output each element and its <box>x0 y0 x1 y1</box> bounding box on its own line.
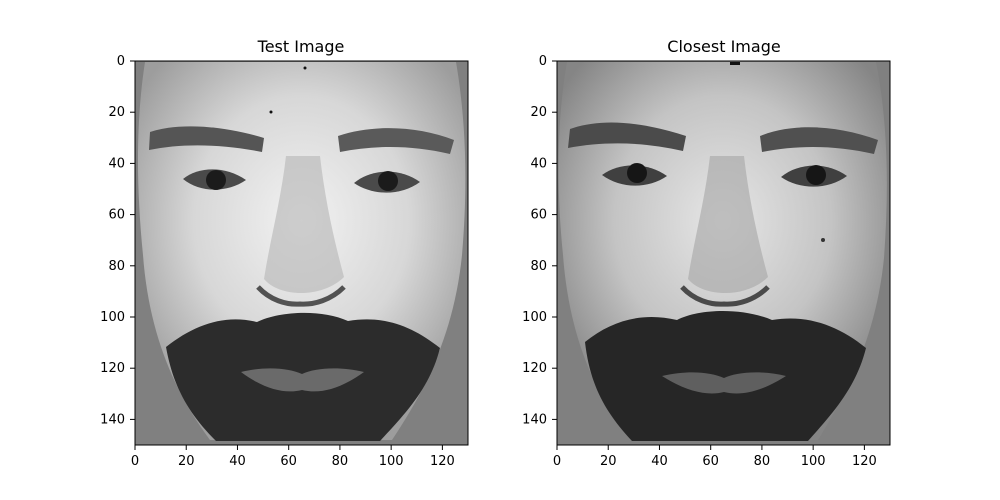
right-eyebrow-shape <box>338 128 454 154</box>
x-tick-label: 20 <box>178 454 195 469</box>
closest-lips-shape <box>662 372 786 394</box>
closest-right-eyebrow-shape <box>760 127 878 154</box>
closest-image-face <box>557 61 890 445</box>
x-tick-label: 60 <box>702 454 719 469</box>
y-tick-label: 0 <box>539 54 547 69</box>
x-tick-label: 80 <box>332 454 349 469</box>
closest-image-panel: Closest Image 0 20 40 60 80 100 120 0 20 40 60 80 1… <box>522 37 891 469</box>
speck-shape <box>269 110 273 114</box>
test-image-face <box>135 61 468 445</box>
nose-shape <box>264 156 344 294</box>
closest-image-x-axis: 0 20 40 60 80 100 120 <box>553 445 877 469</box>
y-tick-label: 140 <box>100 412 125 427</box>
y-tick-label: 20 <box>530 105 547 120</box>
right-pupil-shape <box>378 171 398 191</box>
x-tick-label: 20 <box>600 454 617 469</box>
closest-left-eyebrow-shape <box>568 122 686 151</box>
x-tick-label: 100 <box>801 454 826 469</box>
closest-nose-shape <box>688 156 768 294</box>
y-tick-label: 40 <box>108 156 125 171</box>
x-tick-label: 120 <box>430 454 455 469</box>
y-tick-label: 140 <box>522 412 547 427</box>
x-tick-label: 40 <box>651 454 668 469</box>
test-image-y-axis: 0 20 40 60 80 100 120 140 <box>100 54 135 427</box>
closest-beard-shape <box>585 311 866 441</box>
x-tick-label: 100 <box>379 454 404 469</box>
y-tick-label: 80 <box>530 259 547 274</box>
y-tick-label: 40 <box>530 156 547 171</box>
x-tick-label: 40 <box>229 454 246 469</box>
x-tick-label: 60 <box>280 454 297 469</box>
y-tick-label: 20 <box>108 105 125 120</box>
speck-shape <box>821 238 825 242</box>
y-tick-label: 0 <box>117 54 125 69</box>
left-pupil-shape <box>206 170 226 190</box>
test-image-frame <box>134 60 469 446</box>
x-tick-label: 0 <box>131 454 139 469</box>
closest-image-title: Closest Image <box>667 37 780 56</box>
speck-shape <box>303 66 307 70</box>
y-tick-label: 100 <box>522 310 547 325</box>
y-tick-label: 60 <box>530 208 547 223</box>
x-tick-label: 120 <box>852 454 877 469</box>
y-tick-label: 100 <box>100 310 125 325</box>
closest-image-y-axis: 0 20 40 60 80 100 120 140 <box>522 54 557 427</box>
closest-left-pupil-shape <box>627 163 647 183</box>
x-tick-label: 0 <box>553 454 561 469</box>
closest-right-pupil-shape <box>806 165 826 185</box>
y-tick-label: 120 <box>522 361 547 376</box>
lips-shape <box>241 368 364 392</box>
test-image-title: Test Image <box>257 37 345 56</box>
closest-nose-base-shape <box>680 285 770 307</box>
y-tick-label: 120 <box>100 361 125 376</box>
x-tick-label: 80 <box>754 454 771 469</box>
closest-image-frame <box>556 60 891 446</box>
nose-base-shape <box>256 285 346 307</box>
speck-shape <box>730 62 740 65</box>
test-image-x-axis: 0 20 40 60 80 100 120 <box>131 445 455 469</box>
left-eyebrow-shape <box>149 126 264 152</box>
y-tick-label: 80 <box>108 259 125 274</box>
y-tick-label: 60 <box>108 208 125 223</box>
